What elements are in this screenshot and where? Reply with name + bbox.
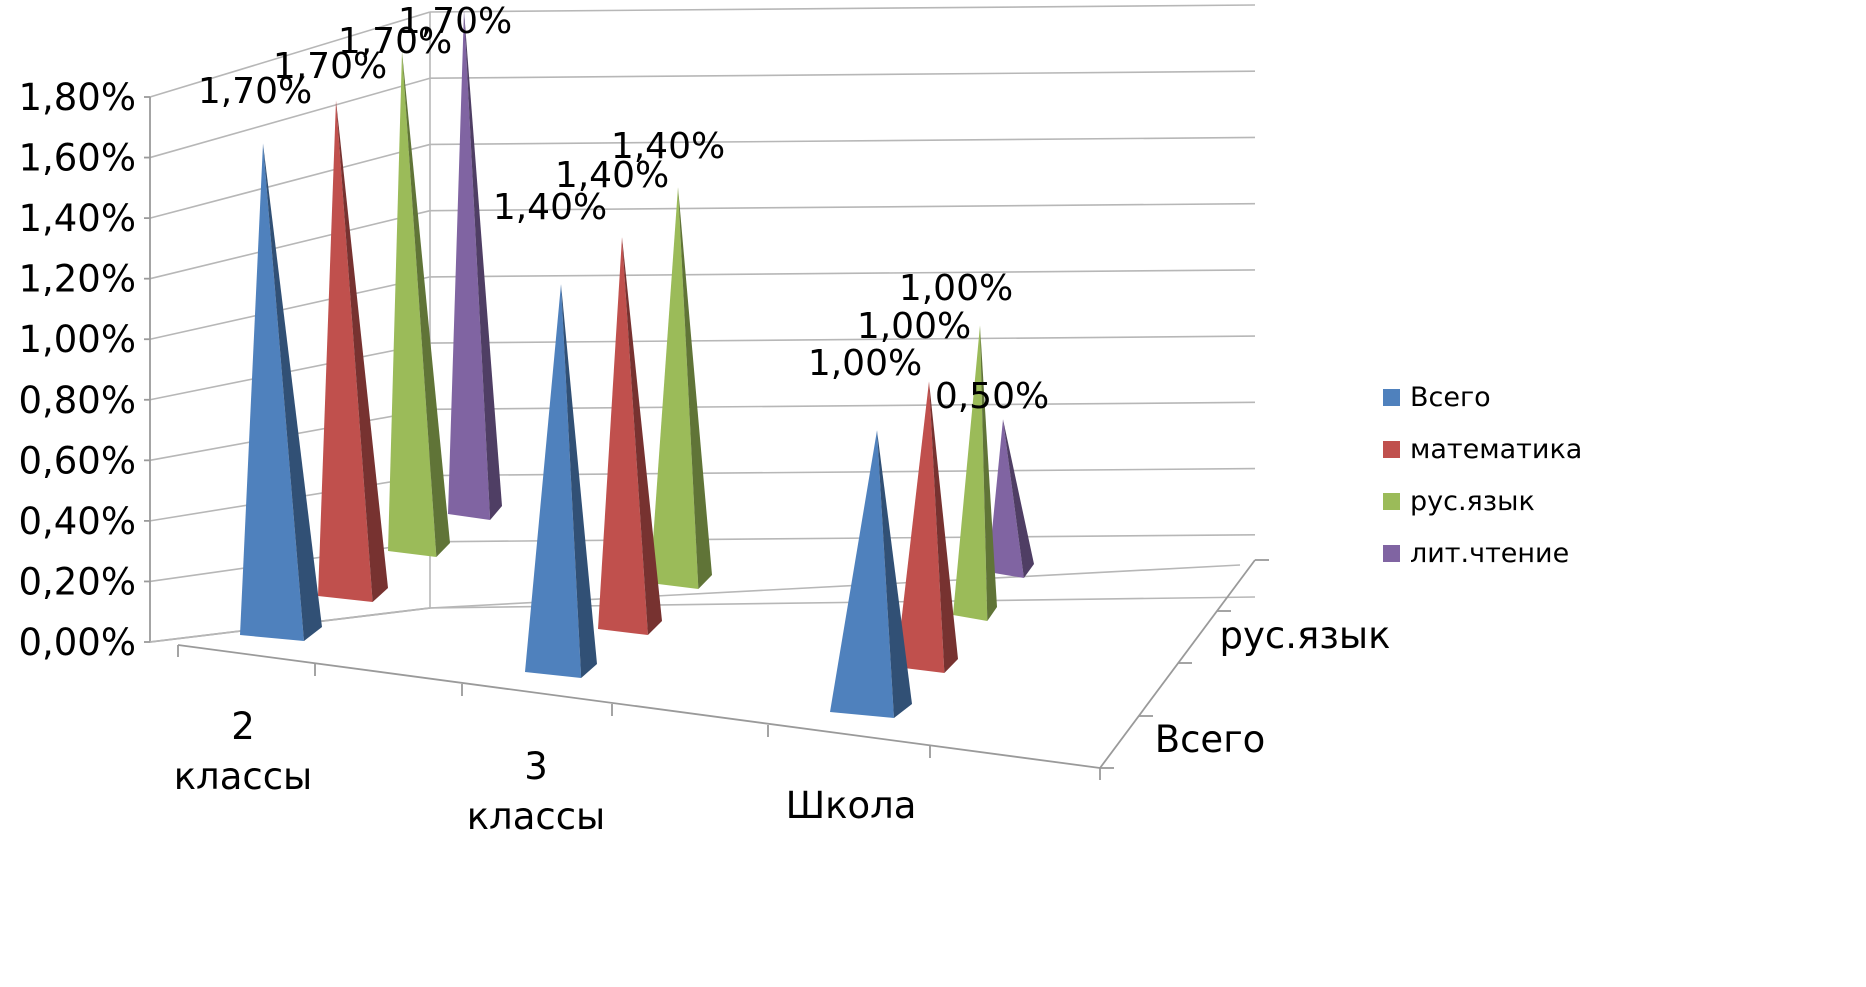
data-label: 1,40% <box>493 187 607 228</box>
pyramid-side-face <box>929 381 958 673</box>
pyramid-side-face <box>402 51 450 557</box>
legend-swatch <box>1383 389 1400 406</box>
gridline-back <box>429 70 1256 80</box>
legend-swatch <box>1383 493 1400 510</box>
pyramid-front-face <box>448 10 491 521</box>
pyramid-front-face <box>988 419 1024 578</box>
legend-label: математика <box>1410 434 1582 465</box>
pyramid-side-face <box>877 430 912 718</box>
y-tick-label: 1,40% <box>18 197 136 240</box>
legend-label: Всего <box>1410 382 1491 413</box>
data-labels: 1,70% 1,40% 1,00% 1,70% 1,40% 1,00% 1,70% 1,40%… <box>198 1 1049 417</box>
pyramid-front-face <box>650 187 699 589</box>
pyramid-2-1 <box>525 284 597 678</box>
y-tick-label: 1,60% <box>18 137 136 180</box>
category-label: 2 <box>231 705 255 748</box>
pyramid-front-face <box>318 100 373 602</box>
data-label: 0,50% <box>935 376 1049 417</box>
y-tick-label: 1,20% <box>18 258 136 301</box>
pyramid-3-2 <box>896 381 958 673</box>
data-label: 1,70% <box>398 1 512 42</box>
y-tick-label: 0,80% <box>18 379 136 422</box>
pyramid-2-2 <box>598 237 662 635</box>
y-tick-label: 0,40% <box>18 500 136 543</box>
pyramid-side-face <box>622 237 662 635</box>
category-label: классы <box>467 795 606 838</box>
pyramid-3-1 <box>830 430 912 718</box>
legend-swatch <box>1383 441 1400 458</box>
data-label: 1,00% <box>857 306 971 347</box>
gridlines: 0,00% 0,20% 0,40% 0,60% 0,80% 1,00% 1,20% 1,40%… <box>18 4 1269 780</box>
pyramid-bars <box>240 10 1034 718</box>
y-tick-label: 1,00% <box>18 318 136 361</box>
gridline-left <box>149 143 431 219</box>
data-label: 1,40% <box>611 126 725 167</box>
x-axis-line <box>177 644 1101 769</box>
pyramid-side-face <box>263 143 322 641</box>
gridline-left <box>149 209 431 280</box>
pyramid-1-1 <box>240 143 322 641</box>
category-labels: 2 классы 3 классы Школа Всего рус.язык <box>174 614 1391 838</box>
data-label: 1,70% <box>273 46 387 87</box>
gridline-left <box>149 11 431 98</box>
gridline-back <box>429 269 1256 278</box>
data-label: 1,00% <box>808 343 922 384</box>
category-label: 3 <box>524 745 548 788</box>
depth-label: Всего <box>1155 718 1266 761</box>
y-tick-label: 0,60% <box>18 439 136 482</box>
pyramid-side-face <box>1003 419 1034 578</box>
pyramid-2-3 <box>650 187 712 589</box>
pyramid-front-face <box>830 430 894 718</box>
legend: Всего математика рус.язык лит.чтение <box>1383 382 1582 569</box>
data-label: 1,70% <box>338 21 452 62</box>
pyramid-front-face <box>388 51 437 557</box>
gridline-left <box>149 276 431 341</box>
data-label: 1,00% <box>899 268 1013 309</box>
gridline-back <box>429 4 1256 13</box>
y-tick-label: 1,80% <box>18 76 136 119</box>
legend-swatch <box>1383 545 1400 562</box>
y-tick-label: 0,00% <box>18 621 136 664</box>
legend-label: лит.чтение <box>1410 538 1569 569</box>
category-label: классы <box>174 755 313 798</box>
pyramid-side-face <box>980 325 997 621</box>
pyramid-side-face <box>561 284 597 678</box>
y-tick-label: 0,20% <box>18 560 136 603</box>
depth-axis-line <box>1099 559 1256 769</box>
legend-label: рус.язык <box>1410 486 1535 517</box>
pyramid-1-3 <box>388 51 450 557</box>
pyramid-1-4 <box>448 10 502 521</box>
pyramid-front-face <box>240 143 304 641</box>
depth-label: рус.язык <box>1220 614 1391 657</box>
pyramid-side-face <box>464 10 502 521</box>
pyramid-front-face <box>525 284 582 678</box>
pyramid-front-face <box>896 381 945 673</box>
category-label: Школа <box>786 784 917 827</box>
pyramid-3-4 <box>988 419 1034 578</box>
pyramid-3-3 <box>953 325 997 621</box>
gridline-back <box>429 202 1256 212</box>
pyramid-front-face <box>598 237 648 635</box>
gridline-back <box>429 335 1256 344</box>
pyramid-side-face <box>678 187 712 589</box>
gridline-left <box>149 77 431 159</box>
gridline-back <box>429 136 1256 146</box>
data-label: 1,70% <box>198 71 312 112</box>
pyramid-1-2 <box>318 100 388 602</box>
data-label: 1,40% <box>555 155 669 196</box>
pyramid-side-face <box>336 100 388 602</box>
pyramid-front-face <box>953 325 988 621</box>
